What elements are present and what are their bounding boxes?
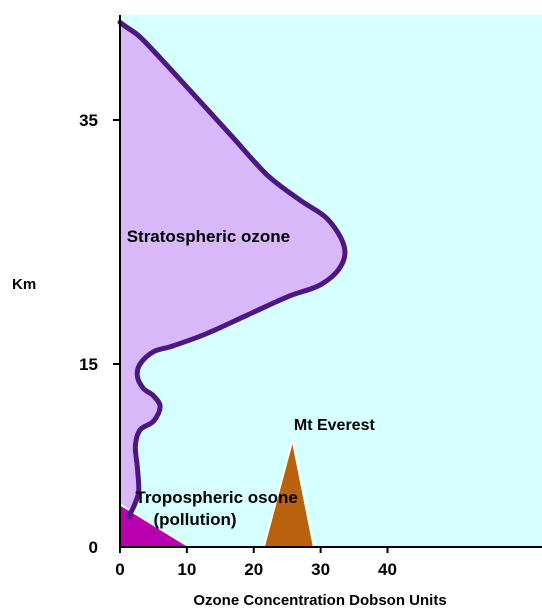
y-tick-label: 35: [79, 111, 98, 130]
x-tick-label: 20: [244, 560, 263, 579]
x-tick-label: 30: [311, 560, 330, 579]
y-tick-label: 0: [89, 538, 98, 557]
x-axis-title: Ozone Concentration Dobson Units: [193, 592, 446, 609]
x-tick-label: 40: [378, 560, 397, 579]
y-tick-label: 15: [79, 355, 98, 374]
x-tick-label: 10: [177, 560, 196, 579]
x-tick-label: 0: [115, 560, 124, 579]
stratospheric-ozone-area: [120, 22, 346, 517]
y-axis-title: Km: [12, 276, 36, 293]
annotation-label: Tropospheric osone: [135, 488, 297, 507]
annotation-label: Stratospheric ozone: [127, 227, 290, 246]
ozone-profile-line: [117, 19, 348, 519]
x-axis-ticks: 0 10 20 30 40: [115, 547, 397, 579]
annotation-label: Mt Everest: [294, 417, 376, 434]
annotations: Stratospheric ozone Tropospheric osone (po…: [127, 227, 376, 529]
y-axis-ticks: 0 15 35: [79, 111, 120, 557]
annotation-label: (pollution): [153, 510, 236, 529]
